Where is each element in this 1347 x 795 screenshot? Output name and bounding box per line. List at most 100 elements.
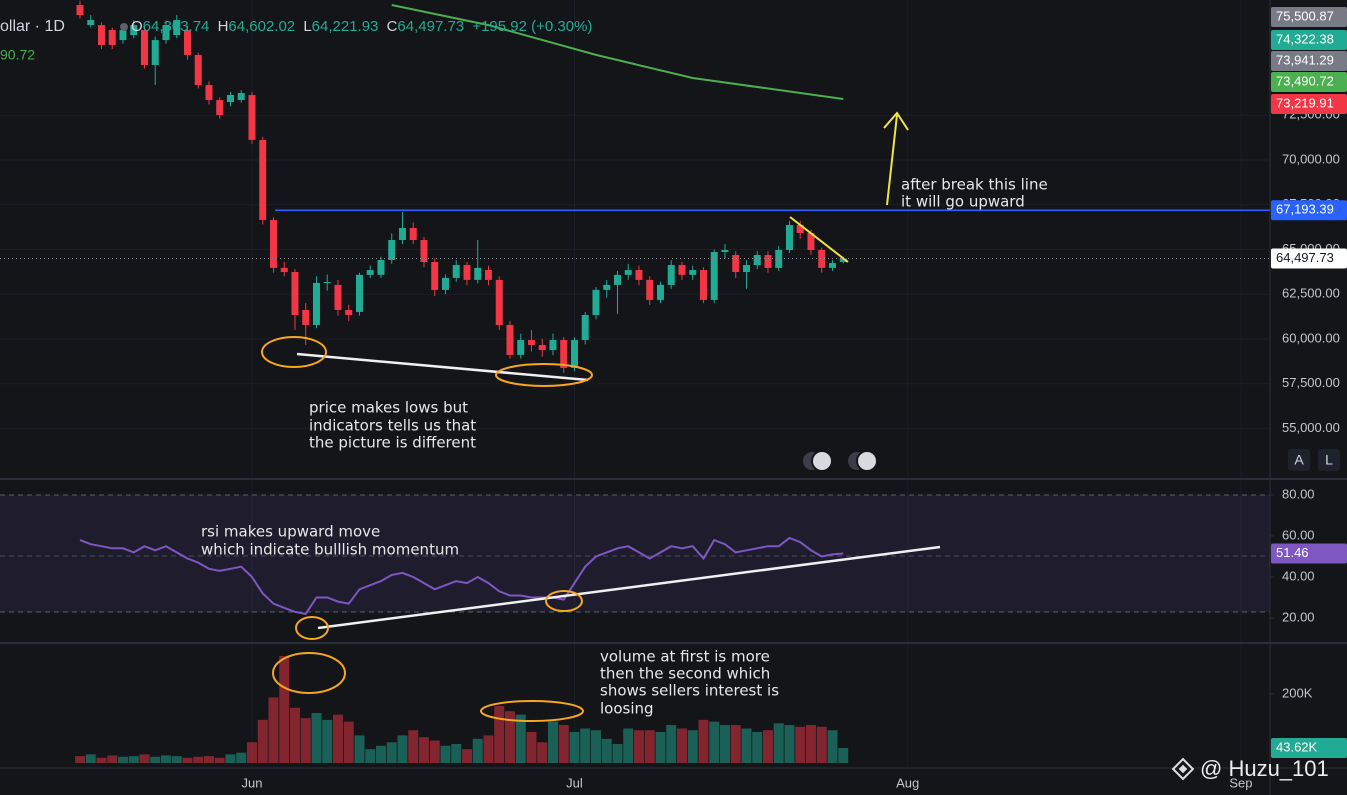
- volume-bar: [838, 747, 849, 763]
- trend-line: [317, 545, 941, 630]
- y-tick-label: 62,500.00: [1282, 286, 1340, 301]
- last-price-label: 64,497.73: [1276, 250, 1334, 265]
- price-label-bg: [1271, 72, 1347, 92]
- annotation: it will go upward: [901, 193, 1025, 211]
- button[interactable]: [1288, 449, 1310, 471]
- rsi-last-label-bg: [1271, 543, 1347, 564]
- y-tick-label: 80.00: [1282, 486, 1315, 501]
- ohlc-key: L: [303, 18, 311, 35]
- candle-body: [613, 274, 621, 285]
- volume-bar: [225, 754, 236, 763]
- candle-body: [216, 100, 224, 116]
- candle-body: [764, 255, 772, 268]
- ohlc-key: C: [387, 18, 398, 35]
- volume-bar: [74, 756, 85, 763]
- candle-body: [753, 255, 761, 266]
- volume-bar: [451, 744, 462, 763]
- candle-body: [818, 250, 826, 268]
- candle-body: [732, 255, 740, 273]
- volume-bar: [429, 740, 440, 763]
- candle-body: [183, 30, 191, 55]
- button-label[interactable]: L: [1325, 452, 1333, 468]
- annotation: price makes lows but: [309, 399, 468, 417]
- candle-body: [237, 93, 245, 101]
- volume-bar: [504, 711, 515, 763]
- volume-bar: [461, 749, 472, 763]
- volume-bar: [558, 725, 569, 763]
- volume-bar: [784, 725, 795, 763]
- highlight-ellipse: [495, 363, 593, 387]
- event-flag[interactable]: [856, 450, 878, 472]
- volume-bar: [515, 714, 526, 763]
- y-tick-label: 57,500.00: [1282, 375, 1340, 390]
- volume-bar: [375, 745, 386, 763]
- candle-body: [323, 282, 331, 284]
- candle-body: [162, 25, 170, 41]
- volume-bar: [698, 719, 709, 763]
- volume-bar: [107, 755, 118, 763]
- candle-body: [312, 282, 320, 325]
- candle-body: [646, 279, 654, 300]
- volume-bar: [182, 757, 193, 763]
- volume-last-label-bg: [1271, 737, 1347, 758]
- volume-bar: [633, 730, 644, 763]
- candle-body: [484, 270, 492, 280]
- candle-body: [828, 263, 836, 268]
- volume-bar: [676, 728, 687, 763]
- volume-bar: [537, 742, 548, 763]
- watermark: @ Huzu_101: [1200, 756, 1329, 781]
- highlight-ellipse: [545, 590, 583, 612]
- volume-bar: [719, 725, 730, 763]
- button[interactable]: [1318, 449, 1340, 471]
- volume-bar: [386, 742, 397, 763]
- y-tick-label: 55,000.00: [1282, 420, 1340, 435]
- button-label[interactable]: A: [1294, 452, 1304, 468]
- candle-body: [603, 284, 611, 290]
- candle-body: [194, 54, 202, 86]
- volume-bar: [365, 749, 376, 763]
- ohlc-value: 64,602.02: [228, 18, 295, 35]
- candle-body: [377, 260, 385, 275]
- candle-body: [517, 340, 525, 355]
- candle-body: [785, 224, 793, 251]
- volume-bar: [827, 730, 838, 763]
- volume-bar: [85, 754, 96, 763]
- event-flag[interactable]: [811, 450, 833, 472]
- candle-body: [431, 261, 439, 290]
- annotation: after break this line: [901, 176, 1048, 194]
- candle-body: [108, 30, 116, 46]
- volume-bar: [279, 656, 290, 763]
- price-label: 74,322.38: [1276, 31, 1334, 46]
- candle-body: [495, 279, 503, 325]
- symbol: ollar · 1D: [0, 18, 65, 35]
- candle-body: [420, 239, 428, 262]
- rsi-line: [79, 536, 844, 616]
- candle-body: [388, 239, 396, 261]
- volume-bar: [289, 707, 300, 763]
- candle-body: [807, 233, 815, 251]
- volume-bar: [236, 752, 247, 763]
- candle-body: [398, 227, 406, 240]
- volume-bar: [580, 728, 591, 763]
- candle-body: [710, 251, 718, 300]
- price-label: 73,941.29: [1276, 52, 1334, 67]
- highlight-ellipse: [295, 616, 329, 640]
- drawings: [261, 111, 941, 722]
- highlight-ellipse: [261, 336, 327, 368]
- volume-bar: [343, 721, 354, 763]
- annotation: shows sellers interest is: [600, 682, 779, 700]
- candle-body: [291, 272, 299, 315]
- candle-body: [205, 85, 213, 101]
- x-tick-label: Jul: [566, 775, 583, 790]
- volume-bar: [816, 726, 827, 763]
- volume-bar: [709, 721, 720, 763]
- arrow-head: [883, 111, 909, 131]
- volume-bar: [623, 728, 634, 763]
- highlight-ellipse: [480, 700, 584, 722]
- candle-body: [345, 309, 353, 315]
- candle-body: [678, 265, 686, 275]
- annotation: which indicate bulllish momentum: [201, 541, 459, 559]
- volume-bar: [311, 712, 322, 763]
- indicator-value: 90.72: [0, 47, 35, 63]
